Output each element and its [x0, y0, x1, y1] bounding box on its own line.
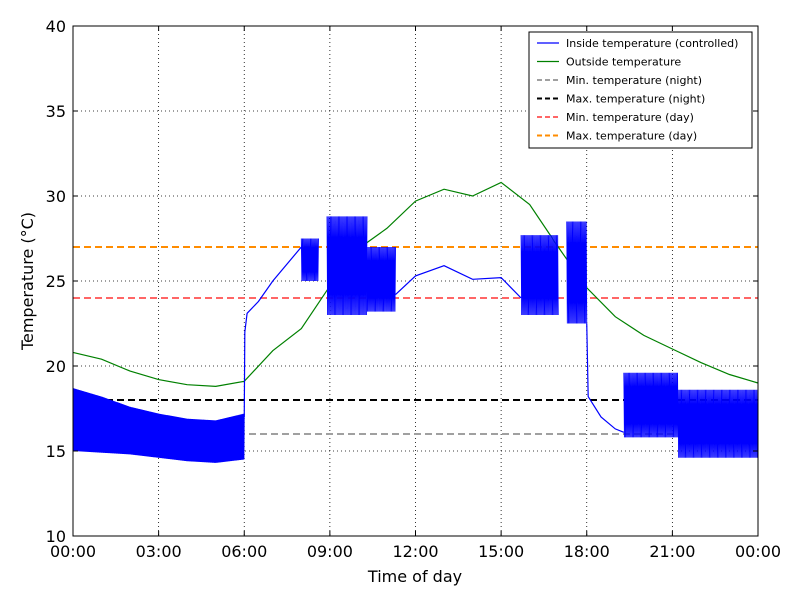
inside-oscillation-band-6 [623, 372, 679, 438]
x-tick-label: 21:00 [649, 542, 695, 561]
inside-oscillation-band-2 [326, 216, 368, 316]
axis-ticks: 00:00 03:00 06:00 09:00 12:00 15:00 18:00 21:00… [46, 17, 781, 561]
inside-temperature-line-morning [243, 246, 302, 418]
legend-entry-label: Min. temperature (day) [566, 111, 694, 124]
x-tick-label: 06:00 [221, 542, 267, 561]
y-tick-label: 25 [46, 272, 66, 291]
inside-oscillation-band-5 [566, 221, 588, 324]
x-tick-label: 15:00 [478, 542, 524, 561]
outside-temperature-line [72, 181, 759, 388]
legend-entry-label: Inside temperature (controlled) [566, 37, 738, 50]
data-series [72, 181, 759, 463]
x-tick-label: 18:00 [564, 542, 610, 561]
inside-temperature-line-midday [395, 265, 522, 299]
legend-entry-label: Max. temperature (night) [566, 93, 705, 106]
y-tick-label: 40 [46, 17, 66, 36]
y-tick-label: 30 [46, 187, 66, 206]
legend-entry-label: Outside temperature [566, 56, 681, 69]
legend-entry-label: Max. temperature (day) [566, 130, 697, 143]
legend: Inside temperature (controlled) Outside t… [528, 31, 753, 149]
inside-oscillation-band-3 [366, 246, 396, 312]
inside-oscillation-band-4 [520, 235, 559, 316]
x-tick-label: 00:00 [50, 542, 96, 561]
x-tick-label: 03:00 [136, 542, 182, 561]
inside-night-oscillation [72, 388, 245, 463]
inside-temperature-line-evening [586, 323, 625, 433]
x-axis-label: Time of day [367, 567, 462, 586]
y-axis-label: Temperature (°C) [18, 212, 37, 351]
y-tick-label: 20 [46, 357, 66, 376]
x-tick-label: 09:00 [307, 542, 353, 561]
inside-oscillation-band-1 [300, 238, 319, 282]
legend-box [528, 31, 753, 149]
legend-entry-label: Min. temperature (night) [566, 74, 702, 87]
y-tick-label: 15 [46, 442, 66, 461]
x-tick-label: 00:00 [735, 542, 781, 561]
inside-oscillation-band-7 [677, 389, 759, 458]
x-tick-label: 12:00 [392, 542, 438, 561]
y-tick-label: 10 [46, 527, 66, 546]
y-tick-label: 35 [46, 102, 66, 121]
